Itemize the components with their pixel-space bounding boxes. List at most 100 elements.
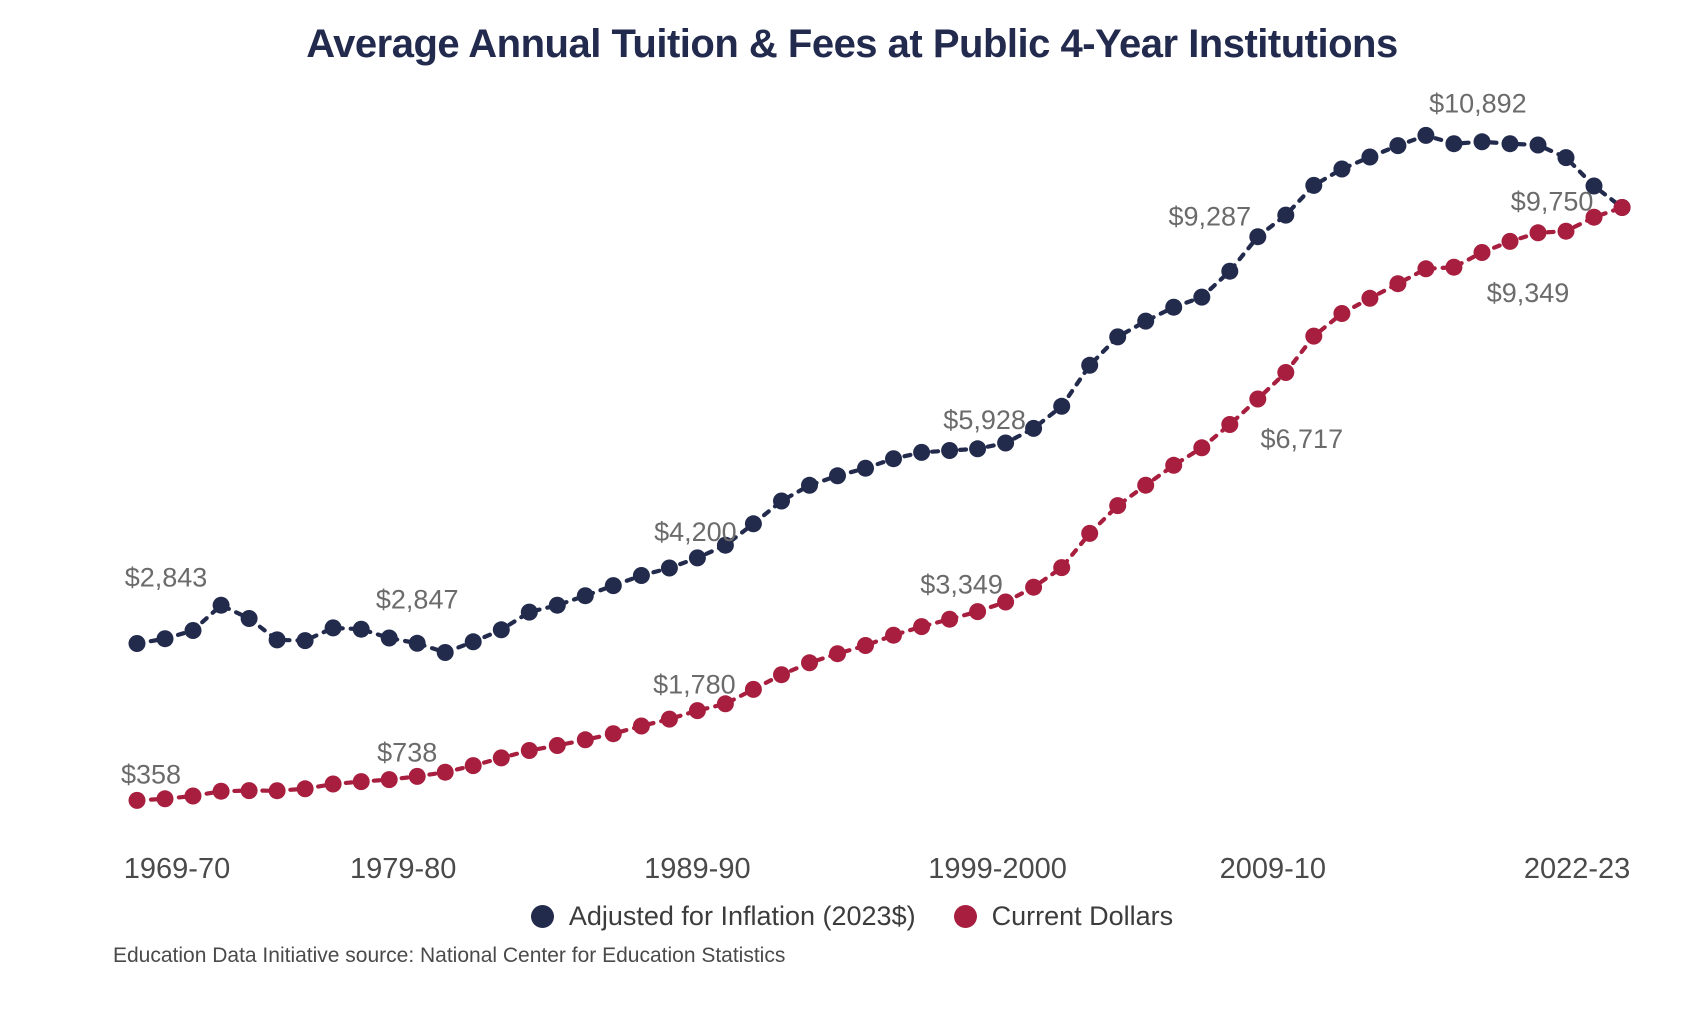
data-point (464, 757, 482, 775)
data-point (1333, 160, 1351, 178)
data-point (857, 637, 874, 654)
value-annotation: $5,928 (943, 405, 1026, 435)
data-point (1277, 206, 1295, 224)
x-axis-tick: 1989-90 (644, 853, 750, 885)
data-point (324, 619, 342, 637)
data-point (156, 790, 174, 808)
data-point (604, 725, 622, 743)
data-point (941, 442, 959, 459)
data-point (436, 763, 454, 781)
data-point (857, 459, 874, 477)
data-point (1417, 126, 1435, 144)
data-point (1081, 356, 1099, 374)
data-point (520, 603, 538, 621)
adjusted-series-line (134, 133, 1625, 655)
x-axis-tick: 1969-70 (124, 853, 230, 885)
data-point (240, 782, 258, 800)
adjusted-series-swatch-icon (530, 905, 554, 928)
value-annotation: $1,780 (653, 670, 736, 700)
data-point (492, 749, 510, 767)
data-point (688, 549, 706, 567)
legend-label-current: Current Dollars (991, 901, 1174, 931)
value-annotation: $9,287 (1169, 202, 1252, 232)
current-series-swatch-icon (953, 905, 977, 928)
data-point (576, 587, 594, 605)
data-point (184, 622, 202, 639)
data-point (1249, 228, 1267, 246)
value-annotation: $358 (121, 759, 181, 789)
data-point (997, 593, 1015, 611)
data-point (184, 787, 202, 805)
data-point (128, 791, 146, 809)
data-point (885, 626, 902, 644)
data-point (408, 634, 426, 652)
data-point (1445, 258, 1463, 276)
data-point (969, 603, 987, 621)
data-point (1389, 275, 1407, 293)
data-point (1417, 260, 1435, 278)
data-point (1081, 524, 1099, 542)
data-point (324, 775, 342, 793)
data-point (829, 645, 846, 663)
data-point (520, 742, 538, 759)
data-point (1333, 305, 1351, 322)
data-point (352, 620, 370, 638)
data-point (548, 737, 566, 754)
data-point (1137, 312, 1155, 330)
data-point (716, 536, 734, 554)
data-point (380, 629, 398, 647)
data-point (1025, 419, 1043, 437)
data-point (913, 443, 931, 461)
data-point (380, 771, 398, 789)
data-point (1165, 298, 1183, 316)
data-point (604, 577, 622, 595)
data-point (492, 621, 510, 639)
data-point (688, 702, 706, 720)
data-point (1221, 416, 1239, 433)
data-point (352, 773, 370, 791)
data-point (913, 618, 931, 636)
page-title: Average Annual Tuition & Fees at Public … (306, 22, 1398, 66)
data-point (716, 695, 734, 713)
data-point (1557, 149, 1575, 167)
data-point (1529, 136, 1547, 154)
legend-item-adjusted: Adjusted for Inflation (2023$) (530, 901, 916, 932)
data-point (1137, 476, 1155, 494)
value-annotation: $6,717 (1261, 424, 1344, 454)
value-annotation: $2,843 (125, 563, 208, 593)
data-point (408, 767, 426, 785)
data-point (1193, 439, 1211, 457)
data-point (1025, 578, 1043, 596)
data-point (128, 635, 146, 652)
data-point (885, 450, 902, 468)
source-note: Education Data Initiative source: Nation… (113, 944, 786, 967)
data-point (240, 610, 258, 627)
data-point (296, 632, 314, 650)
data-point (801, 654, 818, 672)
current-series-line (134, 205, 1625, 803)
data-point (829, 467, 846, 485)
data-point (1473, 133, 1491, 151)
data-point (1109, 497, 1127, 515)
data-point (268, 782, 286, 800)
data-point (773, 666, 790, 684)
legend-item-current: Current Dollars (953, 901, 1174, 932)
value-annotation: $738 (377, 737, 437, 767)
data-point (1305, 327, 1323, 345)
data-point (1249, 390, 1267, 408)
data-point (1053, 559, 1071, 577)
x-axis-tick: 2009-10 (1220, 853, 1326, 885)
legend-label-adjusted: Adjusted for Inflation (2023$) (568, 901, 916, 931)
value-annotation: $3,349 (920, 570, 1003, 600)
value-annotation: $10,892 (1429, 88, 1527, 118)
data-point (296, 780, 314, 798)
data-point (464, 633, 482, 651)
x-axis-tick: 1999-2000 (928, 853, 1067, 885)
data-point (576, 731, 594, 749)
data-point (1389, 137, 1407, 155)
x-axis-tick: 2022-23 (1524, 853, 1630, 885)
data-point (997, 434, 1015, 452)
data-point (1109, 328, 1127, 346)
data-point (1585, 208, 1603, 226)
